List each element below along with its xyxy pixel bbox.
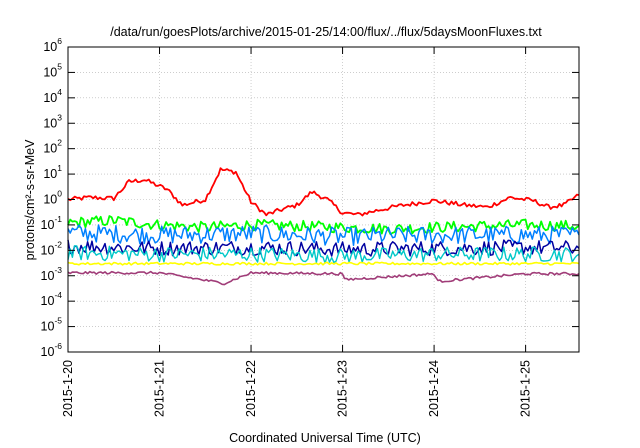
chart-axes [67, 46, 580, 353]
x-tick-label: 2015-1-20 [61, 360, 75, 417]
chart-series [67, 167, 580, 286]
y-tick-label: 10-5 [41, 316, 63, 334]
chart-title: /data/run/goesPlots/archive/2015-01-25/1… [110, 25, 542, 39]
x-tick-label: 2015-1-25 [519, 360, 533, 417]
series-line-2 [67, 215, 580, 236]
y-tick-label: 10-1 [41, 214, 63, 232]
series-line-5 [67, 245, 580, 264]
x-tick-label: 2015-1-23 [336, 360, 350, 417]
x-tick-label: 2015-1-21 [153, 360, 167, 417]
y-tick-label: 106 [43, 36, 62, 54]
y-tick-label: 101 [43, 163, 62, 181]
y-tick-label: 10-3 [41, 265, 63, 283]
chart-grid [68, 47, 579, 352]
y-tick-label: 105 [43, 61, 62, 79]
series-line-4 [67, 239, 580, 257]
y-tick-labels: 10-6 10-5 10-4 10-3 10-2 10-1 100 101 102 103 104 1… [41, 36, 63, 359]
y-tick-label: 100 [43, 189, 62, 207]
y-tick-label: 10-4 [41, 290, 63, 308]
x-axis-label: Coordinated Universal Time (UTC) [229, 431, 421, 445]
y-axis-label: protons/cm²-s-sr-MeV [23, 139, 37, 261]
x-tick-label: 2015-1-24 [427, 360, 441, 417]
series-line-3 [67, 224, 580, 247]
plot-frame [67, 46, 580, 353]
y-tick-label: 103 [43, 112, 62, 130]
series-line-7 [67, 270, 580, 286]
y-tick-label: 10-6 [41, 341, 63, 359]
x-tick-labels: 2015-1-20 2015-1-21 2015-1-22 2015-1-23 2015… [61, 360, 533, 417]
y-tick-label: 104 [43, 87, 62, 105]
y-tick-label: 10-2 [41, 239, 63, 257]
y-tick-label: 102 [43, 138, 62, 156]
series-line-1 [67, 167, 580, 217]
x-tick-label: 2015-1-22 [244, 360, 258, 417]
series-line-6 [67, 261, 580, 266]
